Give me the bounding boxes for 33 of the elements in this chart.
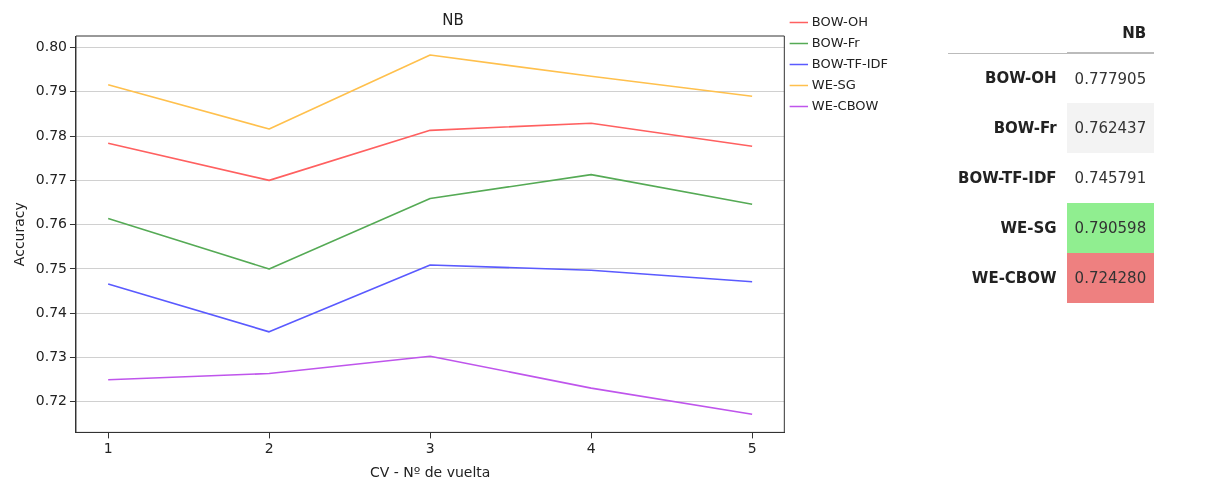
y-tick-label: 0.80 <box>35 38 67 55</box>
category-label: BOW-TF-IDF <box>957 168 1058 189</box>
text: 0.790598 <box>1074 219 1147 237</box>
legend-label: WE-CBOW <box>811 97 879 113</box>
text: 0.745791 <box>1074 169 1147 187</box>
y-tick-label: 0.74 <box>35 303 68 320</box>
y-tick-label: 0.76 <box>35 215 68 232</box>
category-label: BOW-Fr <box>992 118 1058 139</box>
chart-title: NB <box>442 10 464 29</box>
y-tick-label: 0.77 <box>35 171 67 188</box>
text: 0.777905 <box>1074 69 1147 88</box>
y-tick-label: 0.72 <box>35 392 67 409</box>
x-axis-title: CV - Nº de vuelta <box>369 464 491 481</box>
text: NB <box>1066 18 1155 53</box>
x-tick-label: 1 <box>103 440 113 457</box>
x-tick-label: 4 <box>586 440 596 457</box>
x-tick-label: 2 <box>264 440 274 457</box>
y-tick-label: 0.73 <box>35 348 67 365</box>
y-axis-title: Accuracy <box>11 202 28 267</box>
legend-label: BOW-TF-IDF <box>811 55 889 71</box>
y-tick-label: 0.79 <box>35 82 67 99</box>
legend-label: BOW-Fr <box>811 34 861 50</box>
legend-label: WE-SG <box>811 76 856 92</box>
legend-label: BOW-OH <box>811 13 869 29</box>
y-tick-label: 0.78 <box>35 126 67 143</box>
text: 0.762437 <box>1074 119 1147 137</box>
x-tick-label: 5 <box>747 440 757 457</box>
category-label: WE-CBOW <box>970 268 1058 289</box>
category-label: WE-SG <box>999 218 1058 239</box>
text: 0.724280 <box>1074 269 1147 287</box>
category-label: BOW-OH <box>948 53 1067 103</box>
y-tick-label: 0.75 <box>35 259 67 276</box>
x-tick-label: 3 <box>425 440 435 457</box>
